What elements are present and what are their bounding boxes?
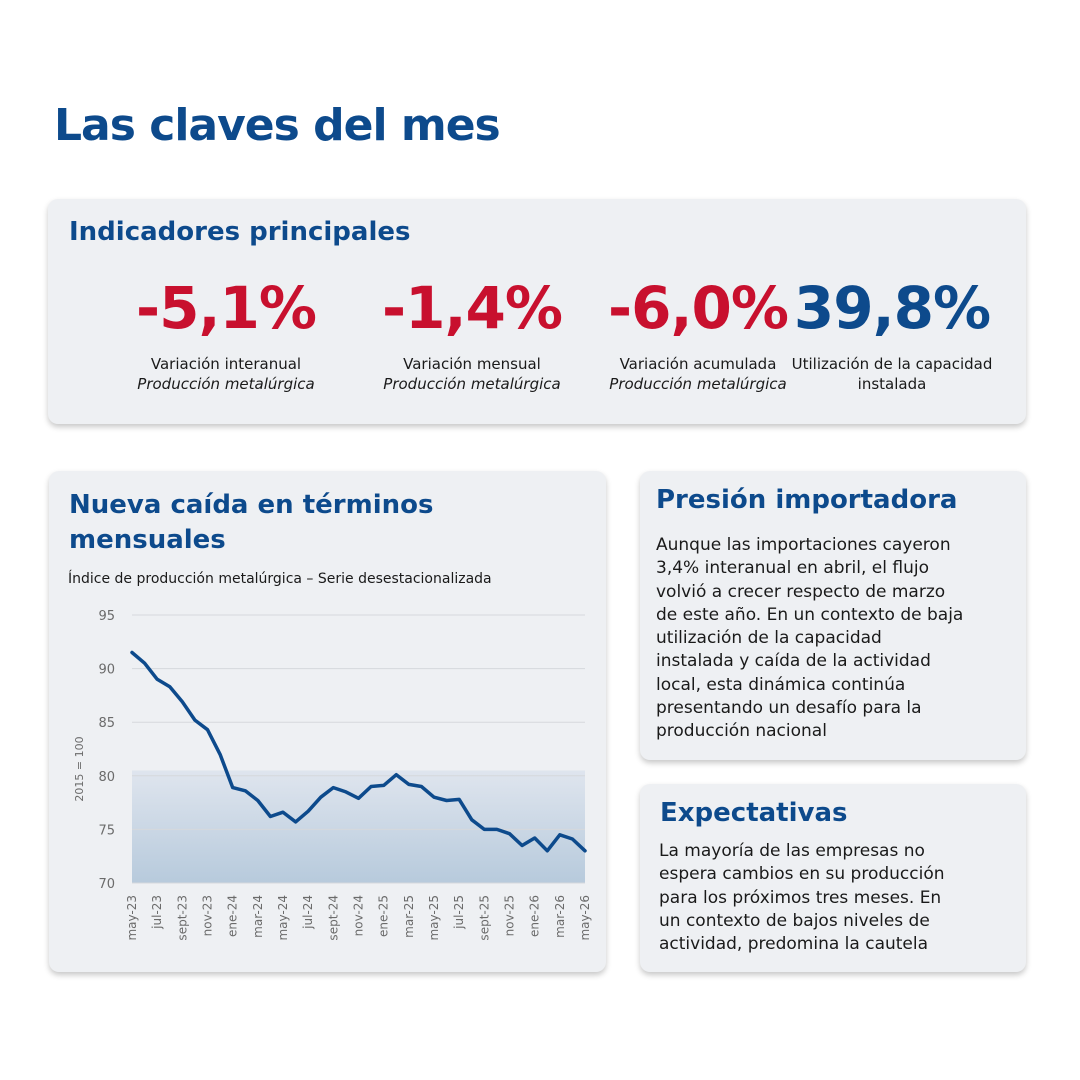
kpi-interannual: -5,1% Variación interanual Producción me… (106, 279, 346, 394)
y-tick-label: 70 (98, 877, 115, 892)
kpi-value: 39,8% (793, 274, 991, 342)
chart-card: Nueva caída en términos mensuales Índice… (49, 471, 606, 972)
imports-line: producción nacional (656, 721, 827, 742)
imports-line: local, esta dinámica continúa (656, 674, 906, 695)
imports-card: Presión importadora Aunque las importaci… (640, 471, 1026, 760)
expectations-body: La mayoría de las empresas no espera cam… (659, 840, 1019, 956)
x-tick-label: sept-25 (477, 895, 491, 941)
kpi-value: -6,0% (608, 274, 789, 342)
kpi-monthly: -1,4% Variación mensual Producción metal… (352, 279, 592, 394)
y-tick-label: 90 (98, 663, 115, 678)
kpi-capacity: 39,8% Utilización de la capacidad instal… (771, 279, 1013, 394)
x-tick-label: ene-25 (377, 895, 391, 937)
expectations-line: espera cambios en su producción (659, 864, 945, 885)
x-tick-label: nov-24 (352, 895, 366, 936)
imports-body: Aunque las importaciones cayeron 3,4% in… (656, 534, 1016, 744)
kpi-sublabel: Producción metalúrgica (609, 375, 787, 393)
imports-line: volvió a crecer respecto de marzo (656, 581, 946, 602)
expectations-title: Expectativas (660, 798, 848, 828)
y-axis-label: 2015 = 100 (73, 736, 86, 801)
kpi-label: Variación mensual (403, 355, 541, 373)
x-tick-label: may-26 (578, 895, 592, 941)
kpi-value: -1,4% (382, 274, 563, 342)
y-tick-label: 75 (98, 823, 115, 838)
x-tick-label: mar-24 (251, 895, 265, 938)
chart-area-band (132, 770, 585, 883)
chart-subtitle: Índice de producción metalúrgica – Serie… (68, 571, 492, 587)
imports-line: 3,4% interanual en abril, el flujo (656, 558, 929, 579)
x-tick-label: mar-26 (553, 895, 567, 938)
imports-line: de este año. En un contexto de baja (656, 604, 964, 625)
y-tick-label: 85 (98, 716, 115, 731)
x-tick-label: may-24 (276, 895, 290, 941)
kpi-label: Utilización de la capacidad instalada (791, 355, 993, 393)
expectations-line: un contexto de bajos niveles de (659, 910, 930, 931)
expectations-line: La mayoría de las empresas no (659, 841, 925, 861)
x-tick-label: ene-26 (528, 895, 542, 937)
y-tick-label: 95 (98, 609, 115, 624)
kpi-label: Variación acumulada (619, 355, 777, 373)
page-title: Las claves del mes (54, 100, 501, 151)
imports-line: Aunque las importaciones cayeron (656, 535, 951, 555)
indicators-card: Indicadores principales -5,1% Variación … (48, 199, 1026, 424)
x-tick-label: jul-24 (301, 895, 315, 930)
expectations-card: Expectativas La mayoría de las empresas … (640, 784, 1026, 972)
kpi-value: -5,1% (136, 274, 317, 342)
x-tick-label: nov-25 (503, 895, 517, 936)
x-tick-label: mar-25 (402, 895, 416, 938)
expectations-line: para los próximos tres meses. En (659, 887, 942, 908)
expectations-line: actividad, predomina la cautela (659, 934, 929, 955)
kpi-accumulated: -6,0% Variación acumulada Producción met… (578, 279, 818, 394)
x-tick-label: may-25 (427, 895, 441, 941)
production-index-chart: 70 75 80 85 90 95 2015 = 100 may-23 jul-23 sept-2… (73, 609, 592, 941)
series-line (130, 650, 587, 853)
imports-line: utilización de la capacidad (656, 628, 882, 649)
x-tick-label: sept-23 (175, 895, 189, 941)
x-tick-label: jul-23 (150, 895, 164, 930)
x-tick-label: ene-24 (226, 895, 240, 937)
x-tick-label: nov-23 (201, 895, 215, 936)
x-tick-label: jul-25 (452, 895, 466, 930)
imports-line: presentando un desafío para la (656, 698, 922, 719)
imports-title: Presión importadora (656, 485, 958, 515)
kpi-sublabel: Producción metalúrgica (383, 375, 561, 393)
y-tick-label: 80 (98, 770, 115, 785)
kpi-label: Variación interanual (150, 355, 302, 373)
chart-card-title: Nueva caída en términos mensuales (69, 490, 434, 555)
kpi-sublabel: Producción metalúrgica (137, 375, 315, 393)
imports-line: instalada y caída de la actividad (656, 651, 931, 672)
x-tick-label: sept-24 (326, 895, 340, 941)
indicators-title: Indicadores principales (69, 217, 411, 247)
x-tick-label: may-23 (125, 895, 139, 941)
